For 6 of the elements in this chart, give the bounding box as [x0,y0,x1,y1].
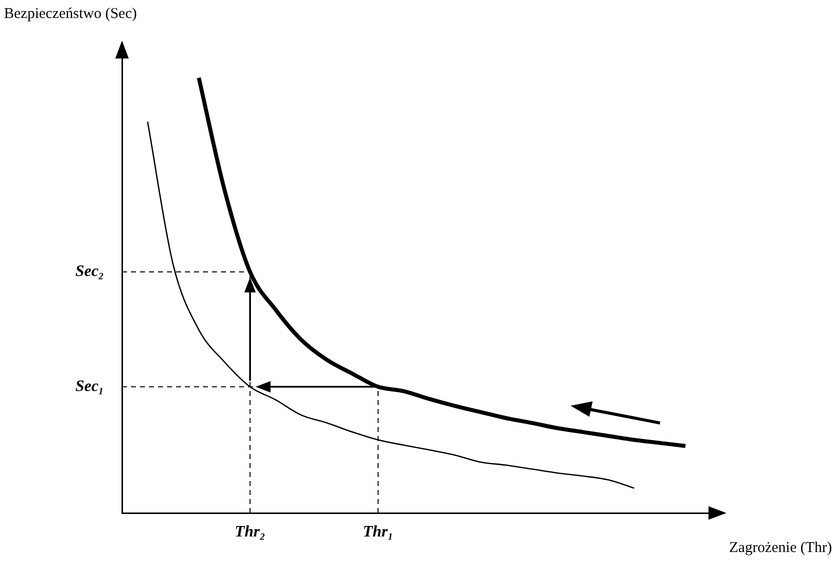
x-axis-title: Zagrożenie (Thr) [729,540,832,557]
x-tick-label: Thr₁ [362,524,394,541]
ref-line-label: Sec₂ [75,263,104,280]
y-axis-title: Bezpieczeństwo (Sec) [4,6,137,23]
x-tick-label: Thr₂ [234,524,266,541]
ref-line-label: Sec₁ [75,378,104,395]
